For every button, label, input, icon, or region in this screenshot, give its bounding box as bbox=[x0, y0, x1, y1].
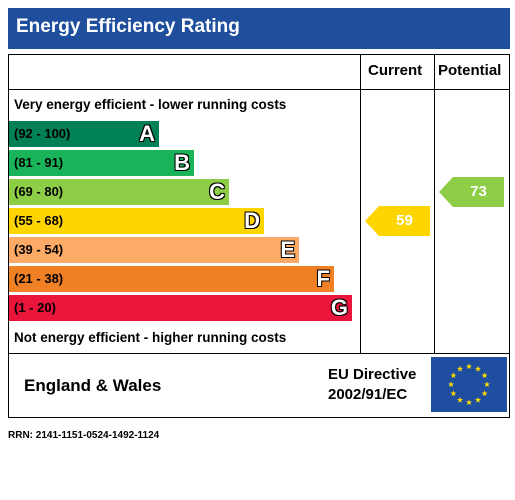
potential-rating-marker-arrow bbox=[439, 177, 453, 207]
eu-star-icon bbox=[456, 365, 464, 372]
band-range-label: (55 - 68) bbox=[14, 213, 64, 228]
band-g: (1 - 20) G bbox=[9, 295, 352, 321]
header-divider bbox=[8, 89, 510, 90]
potential-rating-marker-value: 73 bbox=[470, 183, 487, 200]
current-column-divider bbox=[360, 54, 361, 354]
eu-star-icon bbox=[483, 381, 491, 388]
eu-star-icon bbox=[481, 372, 488, 379]
potential-column-divider bbox=[434, 54, 435, 354]
eu-flag-icon bbox=[431, 357, 507, 412]
band-range-label: (81 - 91) bbox=[14, 155, 64, 170]
band-range-label: (1 - 20) bbox=[14, 300, 56, 315]
current-rating-marker-arrow bbox=[365, 206, 379, 236]
chart-title: Energy Efficiency Rating bbox=[16, 16, 240, 37]
bottom-note: Not energy efficient - higher running co… bbox=[14, 330, 287, 345]
band-range-label: (92 - 100) bbox=[14, 126, 71, 141]
current-rating-marker-value: 59 bbox=[396, 212, 413, 229]
eu-star-icon bbox=[456, 396, 464, 403]
eu-star-icon bbox=[450, 390, 457, 397]
band-letter: C bbox=[209, 179, 225, 204]
directive-line1: EU Directive bbox=[328, 366, 417, 383]
band-e: (39 - 54) E bbox=[9, 237, 299, 263]
band-letter: E bbox=[280, 237, 295, 262]
band-a: (92 - 100) A bbox=[9, 121, 159, 147]
eu-star-icon bbox=[474, 365, 482, 372]
potential-column-header: Potential bbox=[438, 62, 502, 79]
band-range-label: (39 - 54) bbox=[14, 242, 64, 257]
band-letter: G bbox=[330, 295, 348, 320]
band-c: (69 - 80) C bbox=[9, 179, 229, 205]
eu-star-icon bbox=[465, 363, 473, 370]
band-f: (21 - 38) F bbox=[9, 266, 334, 292]
band-b: (81 - 91) B bbox=[9, 150, 194, 176]
eu-star-icon bbox=[465, 399, 473, 406]
potential-rating-marker: 73 bbox=[439, 177, 504, 207]
rating-frame bbox=[8, 54, 510, 418]
footer-region: England & Wales bbox=[24, 376, 162, 395]
current-column-header: Current bbox=[368, 62, 423, 79]
band-letter: B bbox=[174, 150, 190, 175]
band-letter: F bbox=[316, 266, 330, 291]
band-letter: D bbox=[244, 208, 260, 233]
band-range-label: (21 - 38) bbox=[14, 271, 64, 286]
band-letter: A bbox=[139, 121, 155, 146]
top-note: Very energy efficient - lower running co… bbox=[14, 97, 287, 112]
band-range-label: (69 - 80) bbox=[14, 184, 64, 199]
directive-line2: 2002/91/EC bbox=[328, 386, 408, 403]
current-rating-marker: 59 bbox=[365, 206, 430, 236]
eu-star-icon bbox=[447, 381, 455, 388]
rrn-text: RRN: 2141-1151-0524-1492-1124 bbox=[8, 430, 160, 441]
potential-rating-marker-body: 73 bbox=[453, 177, 504, 207]
eu-star-icon bbox=[481, 390, 488, 397]
header-bar: Energy Efficiency Rating bbox=[8, 8, 510, 49]
eu-star-icon bbox=[450, 372, 457, 379]
band-d: (55 - 68) D bbox=[9, 208, 264, 234]
current-rating-marker-body: 59 bbox=[379, 206, 430, 236]
footer-divider bbox=[8, 353, 510, 354]
eu-star-icon bbox=[474, 396, 482, 403]
